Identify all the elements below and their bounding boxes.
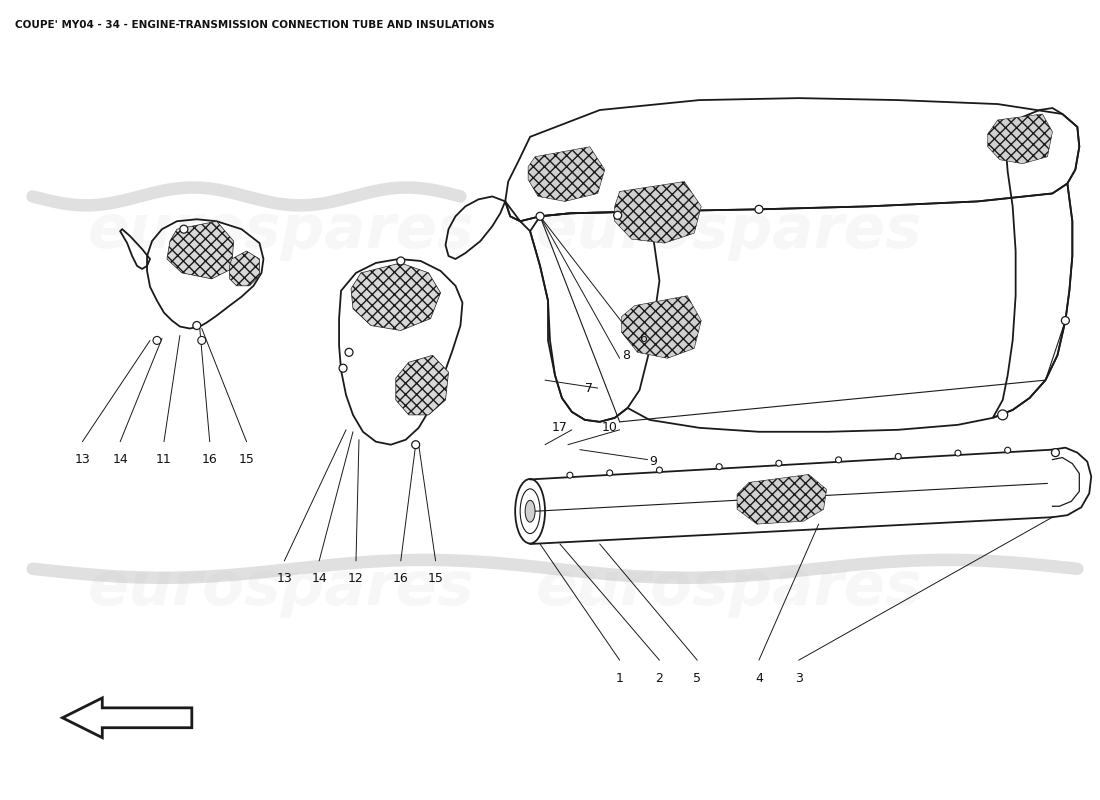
Circle shape — [153, 337, 161, 344]
Text: 5: 5 — [693, 671, 702, 685]
Text: 15: 15 — [428, 572, 443, 586]
Circle shape — [895, 454, 901, 459]
Text: 3: 3 — [795, 671, 803, 685]
Circle shape — [836, 457, 842, 463]
Text: 9: 9 — [649, 455, 658, 468]
Text: 17: 17 — [552, 422, 568, 434]
Text: 4: 4 — [755, 671, 763, 685]
Text: 2: 2 — [656, 671, 663, 685]
Text: 6: 6 — [639, 332, 648, 345]
Polygon shape — [621, 296, 701, 358]
Circle shape — [192, 322, 201, 330]
Circle shape — [955, 450, 961, 456]
Text: 14: 14 — [311, 572, 327, 586]
Text: COUPE' MY04 - 34 - ENGINE-TRANSMISSION CONNECTION TUBE AND INSULATIONS: COUPE' MY04 - 34 - ENGINE-TRANSMISSION C… — [14, 20, 494, 30]
Text: 16: 16 — [393, 572, 408, 586]
Polygon shape — [737, 474, 826, 524]
Polygon shape — [167, 222, 233, 279]
Text: eurospares: eurospares — [88, 202, 474, 261]
Circle shape — [345, 348, 353, 356]
Circle shape — [998, 410, 1008, 420]
Circle shape — [1004, 447, 1011, 453]
Text: 13: 13 — [276, 572, 293, 586]
Circle shape — [614, 211, 622, 219]
Circle shape — [1052, 449, 1059, 457]
Text: 14: 14 — [112, 453, 128, 466]
Text: 1: 1 — [616, 671, 624, 685]
Text: 13: 13 — [75, 453, 90, 466]
Text: 8: 8 — [621, 349, 629, 362]
Circle shape — [536, 212, 544, 220]
Text: eurospares: eurospares — [536, 202, 922, 261]
Circle shape — [198, 337, 206, 344]
Circle shape — [397, 257, 405, 265]
Text: 11: 11 — [156, 453, 172, 466]
Circle shape — [1062, 317, 1069, 325]
Text: 16: 16 — [202, 453, 218, 466]
Circle shape — [657, 467, 662, 473]
Circle shape — [716, 464, 722, 470]
Circle shape — [566, 472, 573, 478]
Circle shape — [180, 226, 188, 233]
Text: 7: 7 — [585, 382, 593, 394]
Text: 10: 10 — [602, 422, 618, 434]
Polygon shape — [230, 251, 260, 286]
Polygon shape — [351, 263, 441, 330]
Text: 12: 12 — [348, 572, 364, 586]
Polygon shape — [615, 182, 701, 243]
Polygon shape — [528, 146, 605, 202]
Circle shape — [607, 470, 613, 476]
Circle shape — [411, 441, 420, 449]
Text: eurospares: eurospares — [88, 559, 474, 618]
Circle shape — [776, 460, 782, 466]
Text: eurospares: eurospares — [536, 559, 922, 618]
Polygon shape — [396, 355, 449, 415]
Ellipse shape — [525, 500, 535, 522]
Circle shape — [755, 206, 763, 214]
Circle shape — [339, 364, 346, 372]
Text: 15: 15 — [239, 453, 254, 466]
Polygon shape — [988, 114, 1053, 164]
